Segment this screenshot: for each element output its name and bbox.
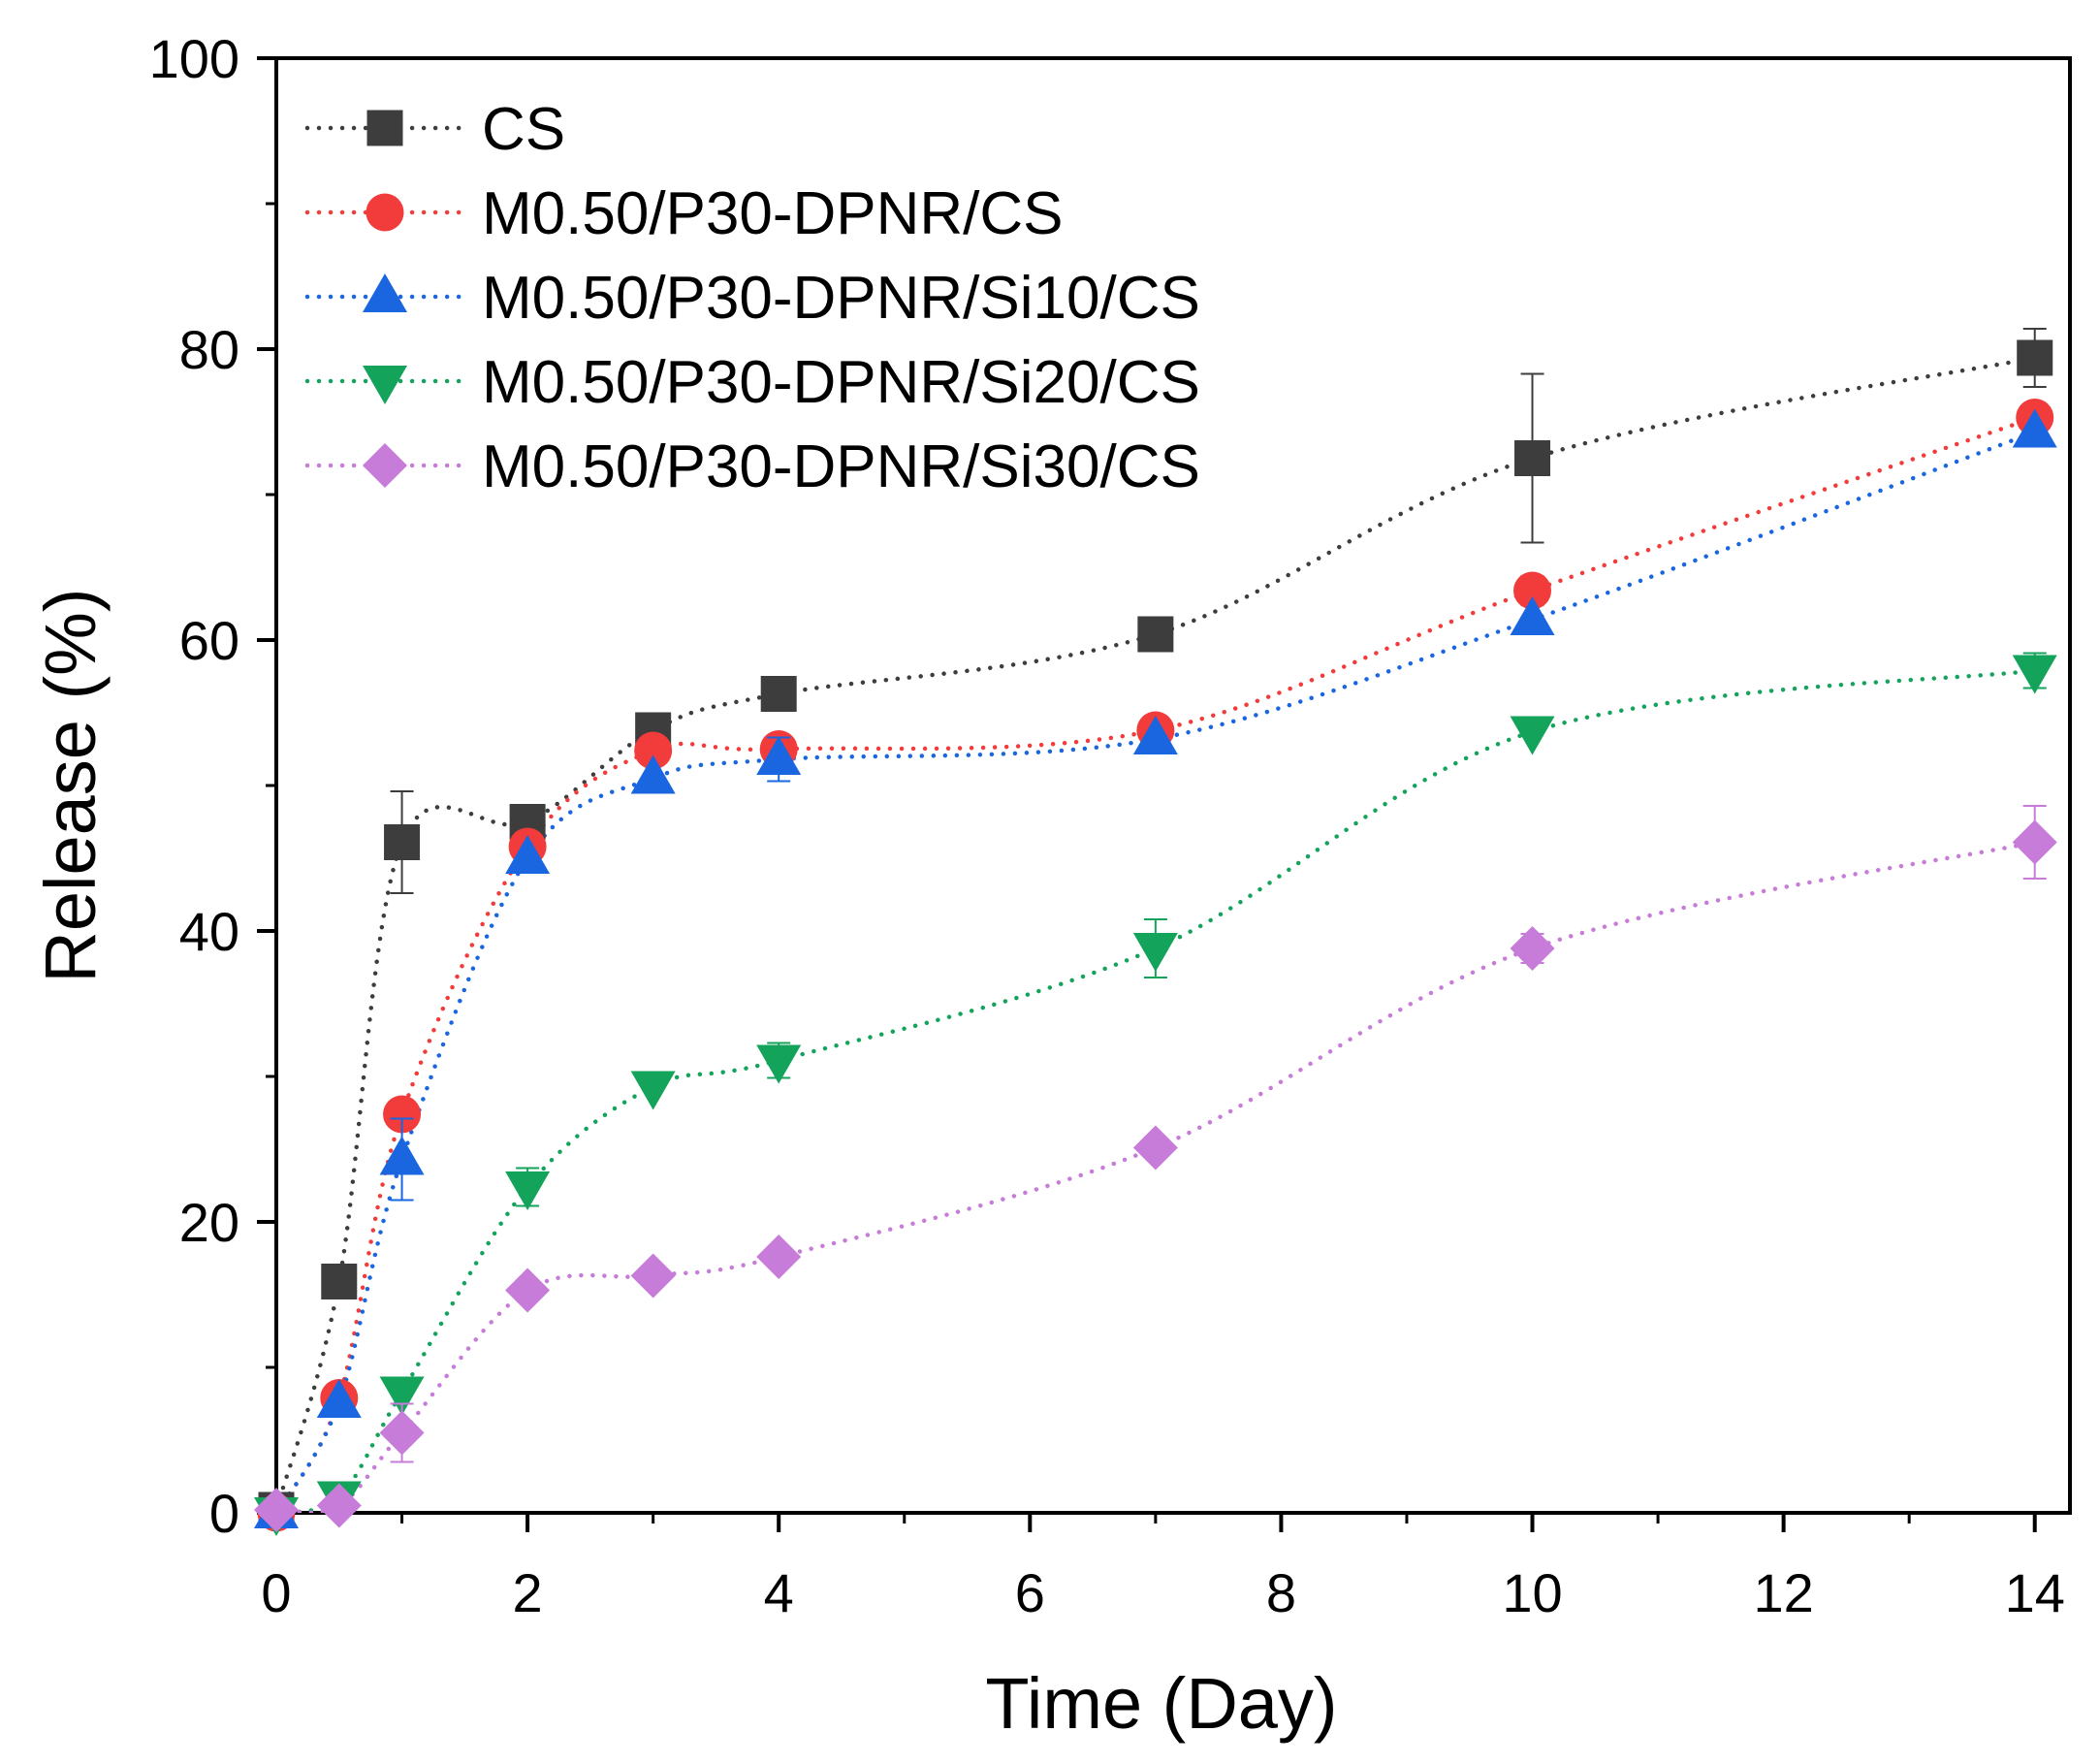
x-tick-label: 12 [1753,1562,1813,1623]
point-m0-50-p30-dpnr-cs [634,731,673,770]
point-cs [321,1264,358,1299]
legend-label: M0.50/P30-DPNR/Si20/CS [482,349,1200,416]
point-m0-50-p30-dpnr-si30-cs [756,1235,802,1279]
y-tick-label: 0 [209,1483,239,1544]
point-m0-50-p30-dpnr-si10-cs [1132,716,1178,754]
point-m0-50-p30-dpnr-si20-cs [2012,655,2057,694]
point-m0-50-p30-dpnr-si30-cs [1510,926,1555,971]
point-m0-50-p30-dpnr-si30-cs [379,1410,425,1456]
x-axis-title: Time (Day) [985,1663,1337,1744]
y-tick-label: 80 [179,319,239,380]
point-m0-50-p30-dpnr-si20-cs [1132,933,1178,972]
point-m0-50-p30-dpnr-si10-cs [756,736,802,775]
point-m0-50-p30-dpnr-si30-cs [254,1488,299,1532]
point-m0-50-p30-dpnr-si20-cs [756,1044,802,1084]
point-cs [1514,440,1551,476]
x-tick-label: 14 [2005,1562,2065,1623]
line-m0-50-p30-dpnr-si30-cs [276,840,2037,1513]
point-m0-50-p30-dpnr-si30-cs [630,1253,676,1299]
point-m0-50-p30-dpnr-cs [1513,571,1552,610]
y-tick-label: 100 [149,28,239,89]
y-axis-title: Release (%) [30,588,111,982]
point-m0-50-p30-dpnr-si20-cs [379,1376,425,1416]
point-m0-50-p30-dpnr-cs [383,1095,422,1134]
legend-item-m0-50-p30-dpnr-si30-cs: M0.50/P30-DPNR/Si30/CS [304,433,1200,500]
legend-marker [366,193,404,232]
point-m0-50-p30-dpnr-si10-cs [630,754,676,794]
point-m0-50-p30-dpnr-si10-cs [2012,408,2057,448]
point-cs [760,676,797,712]
legend-item-m0-50-p30-dpnr-si20-cs: M0.50/P30-DPNR/Si20/CS [304,349,1200,416]
point-m0-50-p30-dpnr-si10-cs [379,1136,425,1175]
point-m0-50-p30-dpnr-si20-cs [630,1071,676,1110]
point-m0-50-p30-dpnr-si30-cs [1132,1125,1178,1171]
y-tick-label: 60 [179,610,239,671]
point-m0-50-p30-dpnr-si30-cs [316,1483,362,1528]
point-m0-50-p30-dpnr-si20-cs [505,1171,551,1210]
y-tick-label: 20 [179,1192,239,1253]
legend-item-cs: CS [304,96,565,163]
legend-item-m0-50-p30-dpnr-cs: M0.50/P30-DPNR/CS [304,180,1064,247]
line-m0-50-p30-dpnr-cs [276,415,2037,1513]
x-tick-label: 2 [513,1562,543,1623]
point-cs [2017,339,2053,376]
series-points [254,328,2057,1536]
legend-marker [366,110,403,146]
point-m0-50-p30-dpnr-si20-cs [1510,716,1555,755]
point-cs [1137,616,1174,653]
legend-label: M0.50/P30-DPNR/Si10/CS [482,265,1200,332]
legend: CS M0.50/P30-DPNR/CS M0.50/P30-DPNR/Si10/C… [304,96,1200,500]
legend-marker [363,273,407,312]
point-m0-50-p30-dpnr-si10-cs [316,1379,362,1418]
x-tick-label: 4 [764,1562,794,1623]
point-m0-50-p30-dpnr-si10-cs [1510,596,1555,635]
legend-marker [363,443,407,488]
point-m0-50-p30-dpnr-si10-cs [505,835,551,874]
x-tick-label: 6 [1015,1562,1045,1623]
point-cs [384,824,421,860]
legend-label: M0.50/P30-DPNR/CS [482,180,1064,247]
series-m0-50-p30-dpnr-si30-cs [254,805,2057,1532]
x-tick-label: 8 [1266,1562,1296,1623]
point-m0-50-p30-dpnr-si30-cs [505,1267,551,1313]
axis-ticks: 0 2 4 6 8 10 12 14 0 20 40 60 80 100 [149,28,2065,1623]
legend-label: M0.50/P30-DPNR/Si30/CS [482,433,1200,500]
point-m0-50-p30-dpnr-si30-cs [2012,819,2057,865]
legend-item-m0-50-p30-dpnr-si10-cs: M0.50/P30-DPNR/Si10/CS [304,265,1200,332]
y-tick-label: 40 [179,901,239,962]
legend-label: CS [482,96,565,163]
series-m0-50-p30-dpnr-si10-cs [254,408,2057,1528]
x-tick-label: 0 [261,1562,291,1623]
legend-marker [363,366,407,404]
x-tick-label: 10 [1502,1562,1562,1623]
